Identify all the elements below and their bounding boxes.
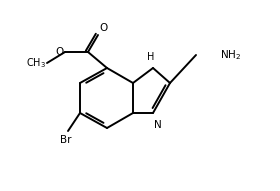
Text: NH$_2$: NH$_2$ [220,48,241,62]
Text: H: H [147,52,155,62]
Text: CH$_3$: CH$_3$ [26,56,46,70]
Text: O: O [56,47,64,57]
Text: N: N [154,120,162,130]
Text: O: O [99,23,107,33]
Text: Br: Br [60,135,72,145]
